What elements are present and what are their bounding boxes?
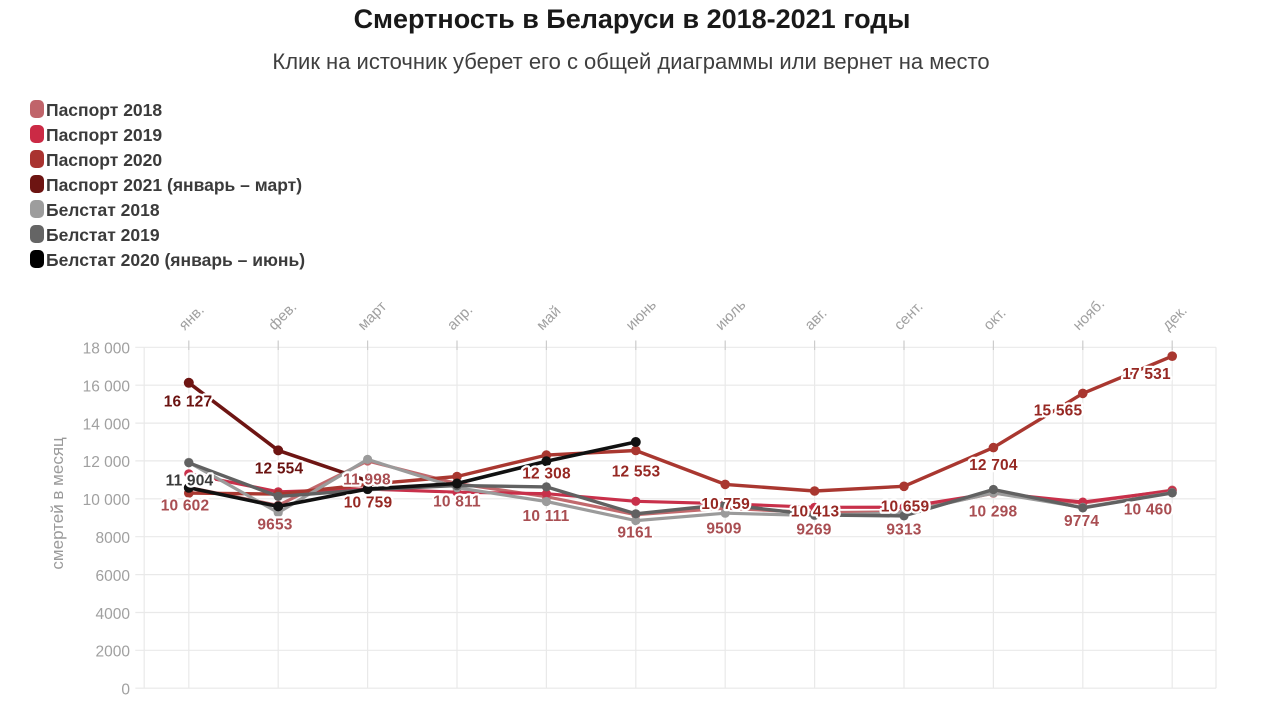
svg-text:авг.: авг. (801, 305, 830, 334)
svg-text:11 998: 11 998 (343, 472, 391, 489)
svg-text:12 554: 12 554 (255, 461, 304, 478)
svg-text:12 704: 12 704 (969, 457, 1018, 474)
svg-text:фев.: фев. (265, 299, 300, 334)
svg-text:смертей в месяц: смертей в месяц (48, 437, 67, 570)
svg-text:12 308: 12 308 (522, 466, 571, 483)
svg-text:нояб.: нояб. (1070, 295, 1109, 334)
svg-text:9509: 9509 (706, 521, 741, 538)
svg-text:янв.: янв. (176, 302, 208, 334)
svg-text:6000: 6000 (96, 568, 131, 585)
svg-text:10 413: 10 413 (791, 504, 840, 521)
svg-text:10 759: 10 759 (701, 496, 750, 513)
svg-text:10 000: 10 000 (83, 492, 131, 509)
svg-text:8000: 8000 (96, 530, 131, 547)
svg-text:0: 0 (121, 682, 130, 699)
svg-text:март: март (354, 298, 390, 334)
svg-text:дек.: дек. (1159, 302, 1191, 334)
svg-text:сент.: сент. (891, 298, 927, 334)
svg-text:17 531: 17 531 (1122, 366, 1171, 383)
svg-text:9161: 9161 (617, 525, 652, 542)
svg-text:9313: 9313 (886, 522, 921, 539)
svg-text:10 602: 10 602 (161, 498, 210, 515)
svg-text:18 000: 18 000 (83, 341, 131, 358)
svg-text:10 111: 10 111 (523, 508, 570, 525)
svg-text:16 000: 16 000 (83, 379, 131, 396)
svg-text:15 565: 15 565 (1034, 403, 1083, 420)
svg-text:апр.: апр. (444, 301, 477, 334)
svg-text:9653: 9653 (257, 517, 292, 534)
svg-text:июль: июль (712, 296, 750, 334)
svg-text:10 659: 10 659 (881, 499, 930, 516)
svg-text:12 553: 12 553 (612, 464, 661, 481)
svg-text:10 811: 10 811 (433, 494, 481, 511)
svg-text:2000: 2000 (96, 644, 131, 661)
svg-text:май: май (533, 303, 564, 334)
svg-text:10 759: 10 759 (344, 495, 393, 512)
svg-text:12 000: 12 000 (83, 454, 131, 471)
svg-text:окт.: окт. (980, 305, 1009, 334)
svg-text:10 298: 10 298 (969, 504, 1018, 521)
svg-text:11 904: 11 904 (166, 473, 214, 490)
svg-text:июнь: июнь (623, 296, 660, 333)
svg-text:10 460: 10 460 (1124, 502, 1173, 519)
svg-text:4000: 4000 (96, 606, 131, 623)
svg-text:9774: 9774 (1064, 513, 1099, 530)
svg-text:14 000: 14 000 (83, 416, 131, 433)
svg-text:9269: 9269 (796, 522, 831, 539)
svg-text:16 127: 16 127 (164, 394, 213, 411)
